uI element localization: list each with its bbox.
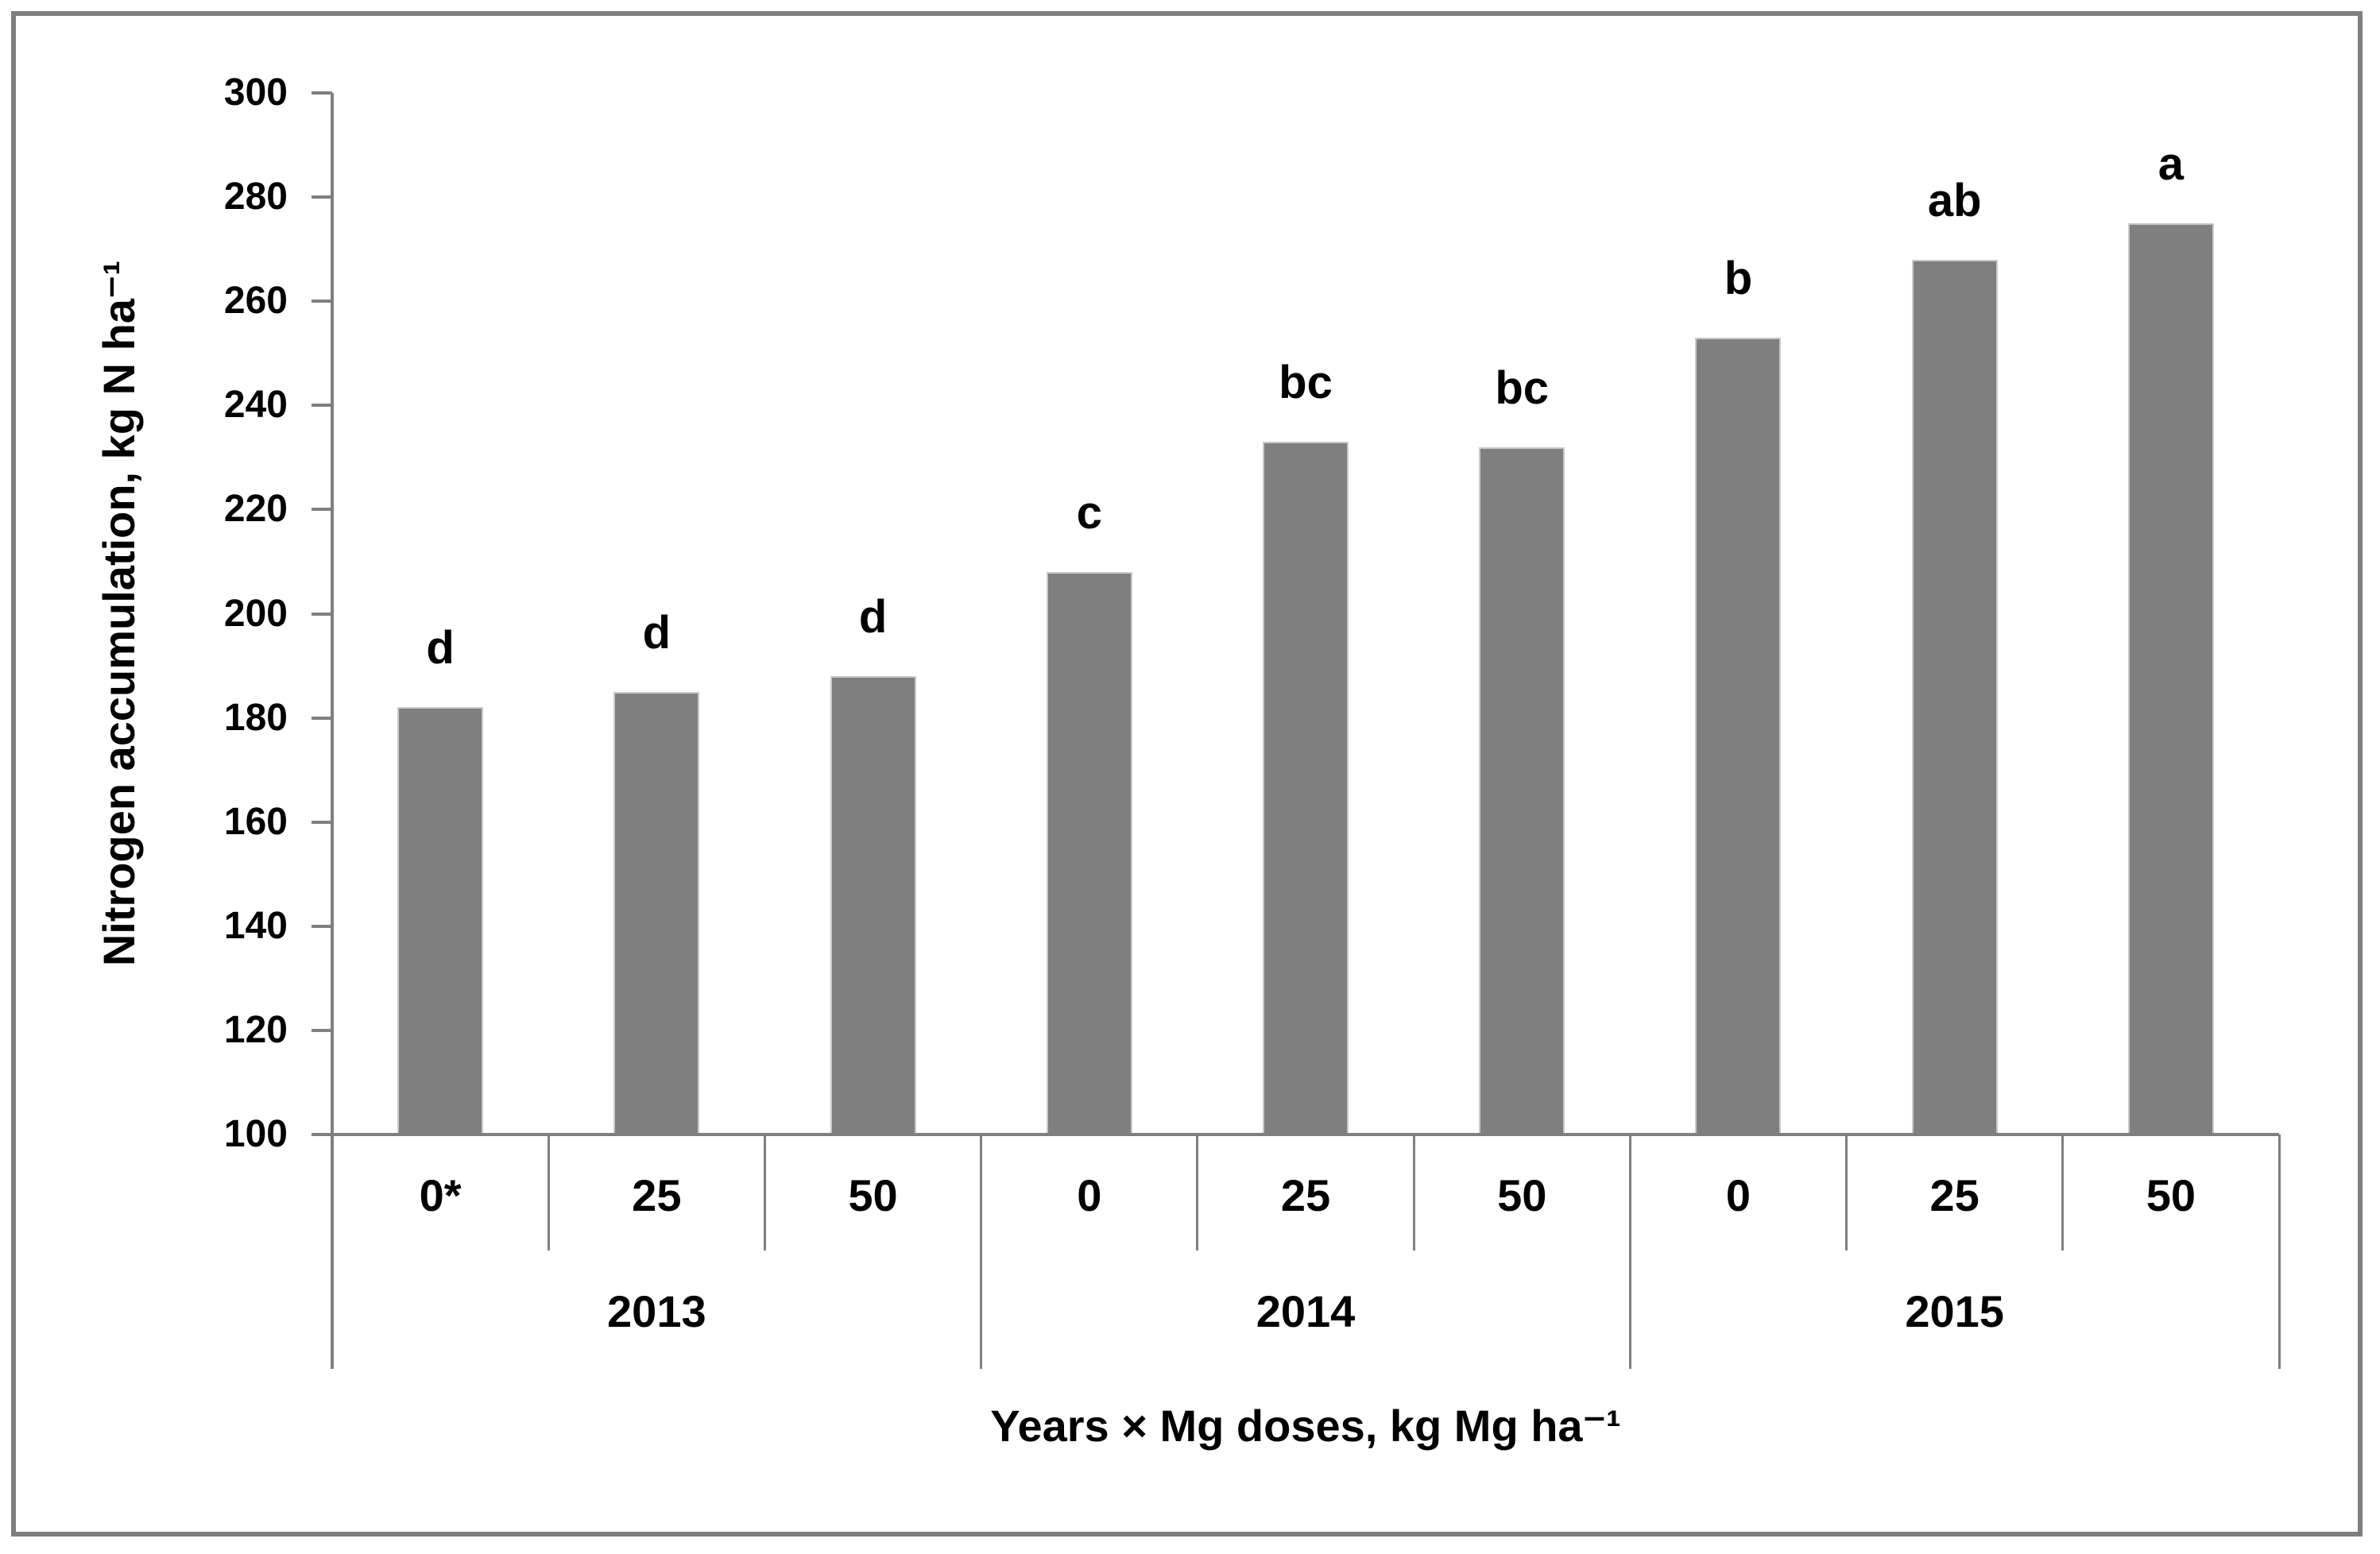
category-separator [1628,1135,1631,1369]
y-tick-mark [312,612,332,616]
figure-border [11,11,2363,1537]
y-tick-mark [312,404,332,408]
y-axis-line [331,93,334,1369]
y-tick-label: 300 [223,72,288,114]
y-tick-label: 100 [223,1113,288,1155]
category-separator [2061,1135,2065,1251]
y-tick-label: 220 [223,488,288,531]
x-axis-title: Years × Mg doses, kg Mg ha⁻¹ [990,1401,1621,1451]
dose-label: 50 [2146,1169,2196,1220]
significance-letter: b [1724,253,1753,305]
significance-letter: d [858,591,888,644]
bar [613,691,700,1135]
dose-label: 50 [1497,1169,1547,1220]
category-separator [763,1135,766,1251]
y-tick-label: 200 [223,592,288,635]
y-tick-label: 260 [223,280,288,323]
y-tick-label: 160 [223,800,288,843]
y-tick-mark [312,1028,332,1032]
bar [1263,442,1349,1135]
significance-letter: a [2157,137,2184,190]
significance-letter: d [426,622,455,675]
dose-label: 0 [1077,1169,1102,1220]
y-tick-mark [312,716,332,720]
y-tick-mark [312,924,332,928]
significance-letter: c [1076,487,1102,539]
y-tick-mark [312,300,332,303]
category-separator [1412,1135,1415,1251]
dose-label: 25 [632,1169,682,1220]
dose-label: 25 [1929,1169,1979,1220]
y-tick-label: 180 [223,696,288,739]
significance-letter: ab [1927,174,1982,226]
year-label: 2013 [607,1286,706,1336]
dose-label: 50 [848,1169,898,1220]
category-separator [2277,1135,2281,1369]
x-axis-line [332,1133,2279,1136]
dose-label: 0* [419,1169,462,1220]
bar [830,676,916,1135]
y-tick-mark [312,820,332,824]
y-tick-mark [312,91,332,95]
year-label: 2015 [1905,1286,2004,1336]
category-separator [1196,1135,1199,1251]
bar [1046,572,1132,1135]
bar [1479,446,1565,1135]
significance-letter: d [642,606,671,659]
y-tick-label: 140 [223,904,288,947]
significance-letter: bc [1495,361,1550,414]
y-tick-mark [312,195,332,199]
category-separator [1845,1135,1848,1251]
category-separator [547,1135,550,1251]
y-tick-label: 280 [223,176,288,218]
bar [1695,338,1782,1135]
y-tick-mark [312,1133,332,1136]
bar [397,707,484,1135]
dose-label: 0 [1725,1169,1751,1220]
category-separator [980,1135,983,1369]
year-label: 2014 [1256,1286,1356,1336]
significance-letter: bc [1279,357,1333,409]
y-tick-label: 120 [223,1008,288,1051]
bar [2127,222,2214,1135]
y-tick-mark [312,508,332,512]
y-tick-label: 240 [223,384,288,427]
dose-label: 25 [1280,1169,1331,1220]
bar [1911,259,1998,1135]
